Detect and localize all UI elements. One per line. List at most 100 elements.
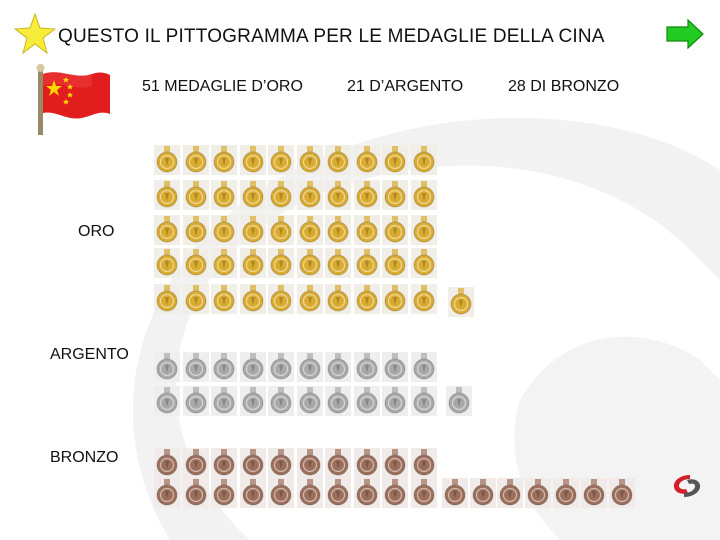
silver-medal-icon	[325, 386, 351, 416]
bronze-medal-icon	[525, 478, 551, 508]
gold-medal-icon	[382, 145, 408, 175]
bronze-medal-icon	[325, 478, 351, 508]
bronze-medal-icon	[497, 478, 523, 508]
gold-medal-icon	[296, 248, 323, 278]
gold-medal-icon	[239, 215, 266, 245]
brand-logo-icon	[673, 475, 701, 497]
silver-medal-icon	[268, 386, 294, 416]
gold-medal-icon	[382, 215, 408, 245]
gold-medal-icon	[182, 215, 209, 245]
gold-medal-icon	[182, 180, 209, 210]
bronze-medal-icon	[296, 478, 323, 508]
silver-medal-icon	[182, 386, 209, 416]
gold-medal-icon	[325, 145, 351, 175]
bronze-medal-icon	[268, 448, 294, 478]
gold-medal-icon	[325, 215, 351, 245]
gold-medal-icon	[353, 248, 380, 278]
bronze-medal-icon	[410, 448, 437, 478]
silver-label: ARGENTO	[50, 346, 129, 363]
bronze-medal-icon	[182, 448, 209, 478]
bronze-medal-icon	[609, 478, 635, 508]
bronze-medal-icon	[239, 478, 266, 508]
gold-medal-icon	[296, 145, 323, 175]
silver-medal-icon	[239, 386, 266, 416]
bronze-medal-icon	[382, 478, 408, 508]
gold-medal-icon	[211, 284, 237, 314]
gold-medal-icon	[239, 180, 266, 210]
bronze-medal-icon	[154, 448, 180, 478]
bronze-medal-icon	[553, 478, 579, 508]
silver-medal-icon	[353, 386, 380, 416]
gold-count-text: 51 MEDAGLIE D’ORO	[142, 78, 303, 95]
bronze-medal-icon	[410, 478, 437, 508]
star-icon	[14, 13, 56, 55]
silver-medal-icon	[296, 386, 323, 416]
gold-medal-icon	[182, 145, 209, 175]
bronze-medal-icon	[239, 448, 266, 478]
gold-medal-icon	[448, 287, 474, 317]
gold-medal-icon	[410, 180, 437, 210]
slide-title: QUESTO IL PITTOGRAMMA PER LE MEDAGLIE DE…	[58, 26, 605, 47]
gold-medal-icon	[154, 145, 180, 175]
gold-medal-icon	[239, 145, 266, 175]
silver-medal-icon	[325, 352, 351, 382]
gold-medal-icon	[353, 145, 380, 175]
gold-medal-icon	[268, 180, 294, 210]
gold-medal-icon	[268, 284, 294, 314]
gold-label: ORO	[78, 223, 115, 240]
gold-medal-icon	[353, 284, 380, 314]
gold-medal-icon	[382, 180, 408, 210]
gold-medal-icon	[325, 284, 351, 314]
bronze-medal-icon	[211, 448, 237, 478]
silver-medal-icon	[353, 352, 380, 382]
gold-medal-icon	[154, 215, 180, 245]
silver-medal-icon	[446, 386, 472, 416]
gold-medal-icon	[154, 248, 180, 278]
silver-medal-icon	[382, 386, 408, 416]
gold-medal-icon	[211, 145, 237, 175]
bronze-medal-icon	[182, 478, 209, 508]
gold-medal-icon	[410, 215, 437, 245]
silver-medal-icon	[211, 386, 237, 416]
gold-medal-icon	[268, 215, 294, 245]
next-arrow-icon[interactable]	[666, 19, 704, 49]
bronze-medal-icon	[470, 478, 496, 508]
bronze-medal-icon	[325, 448, 351, 478]
gold-medal-icon	[211, 215, 237, 245]
gold-medal-icon	[353, 215, 380, 245]
gold-medal-icon	[182, 248, 209, 278]
china-flag-icon	[36, 64, 110, 135]
gold-medal-icon	[410, 248, 437, 278]
silver-medal-icon	[268, 352, 294, 382]
gold-medal-icon	[268, 145, 294, 175]
gold-medal-icon	[154, 284, 180, 314]
bronze-medal-icon	[353, 478, 380, 508]
gold-medal-icon	[154, 180, 180, 210]
bronze-medal-icon	[211, 478, 237, 508]
silver-medal-icon	[410, 386, 437, 416]
gold-medal-icon	[325, 180, 351, 210]
silver-medal-icon	[182, 352, 209, 382]
bronze-medal-icon	[382, 448, 408, 478]
gold-medal-icon	[325, 248, 351, 278]
silver-medal-icon	[410, 352, 437, 382]
silver-medal-icon	[154, 352, 180, 382]
bronze-medal-icon	[581, 478, 607, 508]
gold-medal-icon	[239, 284, 266, 314]
bronze-label: BRONZO	[50, 449, 119, 466]
gold-medal-icon	[211, 248, 237, 278]
gold-medal-icon	[382, 248, 408, 278]
bronze-medal-icon	[154, 478, 180, 508]
gold-medal-icon	[410, 145, 437, 175]
bronze-medal-icon	[442, 478, 468, 508]
gold-medal-icon	[296, 215, 323, 245]
silver-medal-icon	[211, 352, 237, 382]
bronze-medal-icon	[353, 448, 380, 478]
gold-medal-icon	[296, 180, 323, 210]
silver-medal-icon	[154, 386, 180, 416]
gold-medal-icon	[353, 180, 380, 210]
silver-medal-icon	[239, 352, 266, 382]
silver-medal-icon	[382, 352, 408, 382]
silver-medal-icon	[296, 352, 323, 382]
